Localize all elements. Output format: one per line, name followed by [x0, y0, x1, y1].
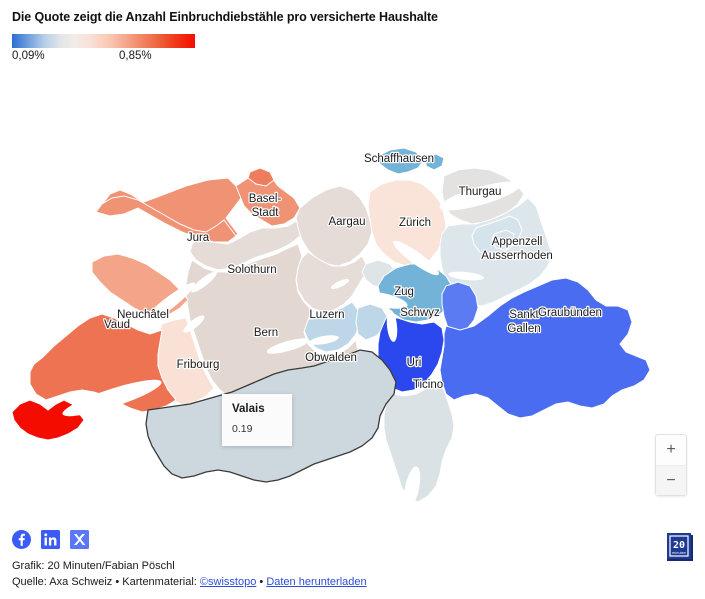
map-label-thurgau: Thurgau — [459, 186, 502, 198]
credit-line: Grafik: 20 Minuten/Fabian Pöschl — [12, 560, 175, 573]
map-label-schwyz: Schwyz — [400, 307, 440, 319]
canton-schaffhausen[interactable] — [377, 147, 425, 175]
canton-zurich[interactable] — [367, 179, 447, 267]
canton-basel-stadt[interactable] — [247, 167, 275, 187]
canton-graubuenden[interactable] — [439, 277, 651, 419]
map-label-luzern: Luzern — [309, 309, 344, 321]
zoom-in-button[interactable]: + — [656, 435, 686, 465]
map-label-basel-stadt-line1: Basel- — [249, 193, 282, 205]
page-title: Die Quote zeigt die Anzahl Einbruchdiebs… — [12, 10, 438, 24]
map-label-graubuenden: Graubünden — [538, 307, 602, 319]
lake-uri — [386, 310, 398, 342]
map-label-aargau: Aargau — [328, 216, 365, 228]
chart-header: Die Quote zeigt die Anzahl Einbruchdiebs… — [0, 0, 705, 68]
chart-footer: Grafik: 20 Minuten/Fabian Pöschl Quelle:… — [0, 528, 705, 599]
lake-neuchatel — [140, 282, 196, 326]
map-label-sankt-gallen-line2: Gallen — [507, 323, 540, 335]
source-line: Quelle: Axa Schweiz • Kartenmaterial: ©s… — [12, 575, 693, 591]
lake-maggiore — [403, 466, 421, 510]
lake-murten — [183, 315, 205, 333]
share-row — [12, 528, 693, 550]
canton-solothurn[interactable] — [189, 219, 307, 271]
tooltip-canton-name: Valais — [232, 403, 265, 415]
map-label-ticino: Ticino — [413, 379, 443, 391]
map-label-vaud: Vaud — [104, 319, 130, 331]
map-tooltip: Valais 0.19 — [222, 394, 292, 446]
lake-geneva — [62, 379, 162, 417]
map-label-schaffhausen: Schaffhausen — [364, 153, 434, 165]
map-label-zug: Zug — [394, 286, 414, 298]
tooltip-canton-value: 0.19 — [232, 423, 253, 435]
lake-sempach — [330, 279, 350, 289]
map-label-obwalden: Obwalden — [305, 352, 357, 364]
source-prefix: Quelle: Axa Schweiz — [12, 576, 113, 589]
map-label-sankt-gallen-line1: Sankt — [509, 309, 539, 321]
choropleth-map[interactable]: Schaffhausen Basel- Stadt Thurgau Aargau… — [0, 68, 705, 520]
material-label: Kartenmaterial: — [122, 576, 197, 589]
canton-schaffhausen-b[interactable] — [425, 153, 445, 171]
zoom-controls[interactable]: + − — [655, 434, 687, 496]
facebook-icon[interactable] — [12, 529, 31, 549]
map-label-neuchatel: Neuchâtel — [117, 309, 169, 321]
map-label-basel-stadt-line2: Stadt — [252, 207, 280, 219]
svg-text:20: 20 — [673, 540, 685, 551]
source-separator-2: • — [259, 576, 264, 589]
lake-zurich — [393, 240, 439, 276]
legend-min-label: 0,09% — [12, 50, 45, 62]
lake-lucerne — [356, 291, 408, 309]
canton-jura-b[interactable] — [95, 195, 237, 243]
download-data-link[interactable]: Daten herunterladen — [266, 576, 367, 589]
x-twitter-icon[interactable] — [70, 529, 89, 549]
canton-aargau[interactable] — [295, 185, 373, 267]
map-label-appenzell-line1: Appenzell — [492, 236, 543, 248]
canton-appenzell-inner[interactable] — [491, 229, 515, 251]
legend-max-label: 0,85% — [119, 50, 152, 62]
map-label-zurich: Zürich — [399, 217, 431, 229]
source-separator-1: • — [115, 576, 120, 589]
color-legend: 0,09% 0,85% — [12, 34, 693, 68]
svg-text:minuten: minuten — [672, 551, 686, 555]
map-label-appenzell-line2: Ausserrhoden — [481, 250, 553, 262]
linkedin-icon[interactable] — [41, 529, 60, 549]
map-label-jura: Jura — [187, 232, 210, 244]
lake-walen — [448, 271, 484, 281]
brand-logo-20-minuten[interactable]: 20 minuten — [667, 533, 693, 561]
map-label-solothurn: Solothurn — [227, 264, 276, 276]
zoom-out-button[interactable]: − — [656, 465, 686, 495]
lake-constance — [439, 181, 521, 211]
canton-ticino[interactable] — [383, 379, 455, 503]
lake-brienz — [309, 335, 339, 345]
map-label-uri: Uri — [407, 357, 422, 369]
lake-thun — [266, 338, 310, 354]
lake-biel — [191, 271, 217, 293]
swisstopo-link[interactable]: ©swisstopo — [199, 576, 257, 589]
legend-labels: 0,09% 0,85% — [12, 50, 212, 68]
legend-gradient-bar — [12, 34, 195, 48]
map-label-bern: Bern — [254, 327, 278, 339]
map-label-fribourg: Fribourg — [177, 359, 220, 371]
